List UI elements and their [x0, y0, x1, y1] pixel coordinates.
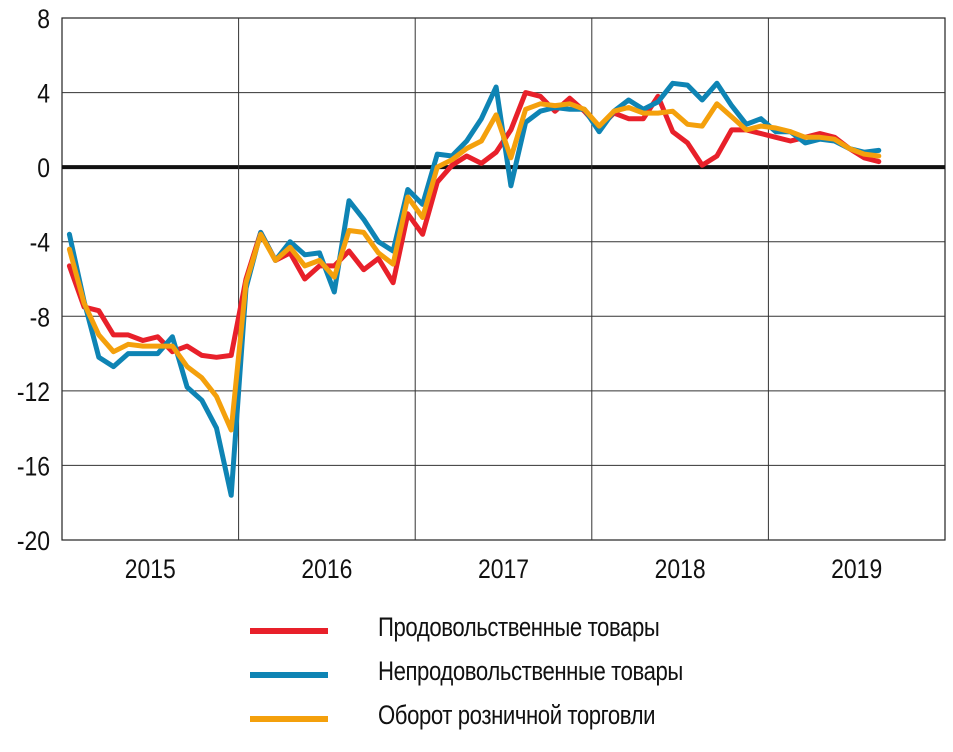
legend-swatch-food	[250, 628, 328, 634]
series-line-2	[66, 101, 882, 433]
x-tick-label: 2015	[125, 554, 176, 584]
y-tick-label: -8	[30, 303, 50, 333]
x-axis: 2015 2016 2017 2018 2019	[125, 554, 882, 584]
y-tick-label: 8	[37, 4, 50, 34]
y-tick-label: 0	[37, 153, 50, 183]
legend-label-food: Продовольственные товары	[378, 612, 660, 642]
grid	[61, 17, 946, 541]
y-tick-label: 4	[37, 79, 50, 109]
legend-swatch-retail	[250, 716, 328, 722]
x-tick-label: 2018	[655, 554, 706, 584]
y-axis: 8 4 0 -4 -8 -12 -16 -20	[17, 4, 50, 556]
y-tick-label: -16	[17, 452, 50, 482]
legend-label-retail: Оборот розничной торговли	[378, 700, 656, 730]
x-tick-label: 2017	[478, 554, 529, 584]
y-tick-label: -12	[17, 377, 50, 407]
y-tick-label: -4	[30, 228, 50, 258]
y-tick-label: -20	[17, 526, 50, 556]
x-tick-label: 2019	[831, 554, 882, 584]
series-lines	[66, 80, 882, 498]
legend-label-nonfood: Непродовольственные товары	[378, 656, 683, 686]
x-tick-label: 2016	[301, 554, 352, 584]
series-line-1	[66, 80, 882, 498]
plot-frame	[61, 17, 946, 541]
legend-swatch-nonfood	[250, 672, 328, 678]
